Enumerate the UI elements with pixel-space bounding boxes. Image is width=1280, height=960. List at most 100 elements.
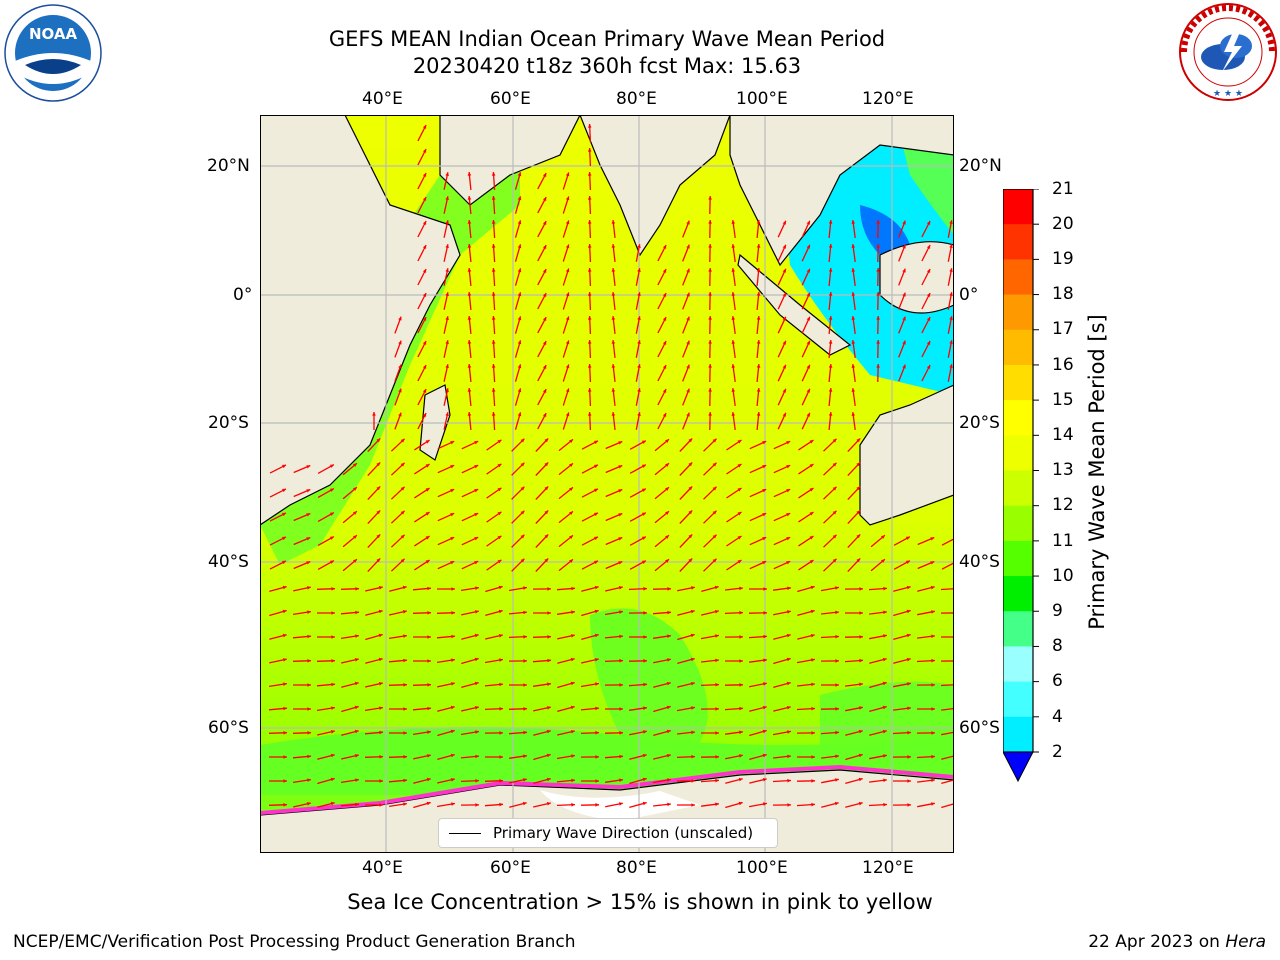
wave-arrow-head: [570, 705, 575, 710]
wave-arrow-head: [619, 802, 623, 806]
wave-arrow-head: [355, 610, 359, 615]
wave-arrow-head: [450, 441, 455, 445]
wave-arrow-head: [306, 586, 311, 590]
wave-arrow-head: [475, 586, 479, 590]
wave-arrow-head: [762, 561, 767, 565]
wave-arrow-head: [403, 683, 407, 687]
wave-arrow-head: [762, 513, 767, 517]
wave-arrow-head: [828, 316, 833, 320]
wave-arrow-head: [451, 658, 455, 662]
wave-arrow-head: [330, 753, 335, 758]
wave-arrow-head: [306, 537, 311, 541]
wave-arrow-head: [881, 559, 885, 563]
wave-arrow-head: [517, 412, 522, 417]
wave-arrow-head: [882, 705, 887, 710]
wave-arrow-head: [542, 221, 547, 226]
wave-arrow-head: [708, 268, 712, 272]
wave-arrow-head: [756, 316, 761, 320]
wave-arrow-head: [422, 269, 427, 273]
wave-arrow-head: [306, 465, 311, 469]
wave-arrow-head: [949, 220, 953, 224]
wave-arrow-head: [474, 489, 479, 493]
wave-arrow-head: [858, 753, 863, 758]
wave-arrow-head: [902, 292, 906, 297]
wave-arrow-head: [353, 535, 357, 539]
wave-arrow-head: [907, 755, 911, 759]
wave-arrow-head: [398, 364, 402, 369]
wave-arrow-head: [474, 610, 479, 614]
wave-arrow-head: [763, 587, 767, 591]
wave-arrow-head: [450, 537, 455, 541]
wave-arrow-head: [739, 683, 743, 687]
colorbar-tick-15: 15: [1052, 390, 1074, 410]
wave-arrow-head: [475, 779, 479, 783]
wave-arrow-head: [467, 172, 472, 176]
wave-arrow-head: [708, 292, 712, 296]
wave-arrow-head: [637, 268, 641, 272]
wave-arrow-head: [523, 659, 527, 663]
wave-arrow-head: [378, 633, 383, 638]
colorbar-extend-arrow: [1002, 751, 1034, 783]
wave-arrow-head: [426, 754, 431, 758]
wave-arrow-head: [569, 559, 573, 563]
wave-arrow-head: [283, 803, 287, 807]
wave-arrow-head: [475, 803, 479, 807]
wave-arrow-head: [881, 535, 885, 539]
wave-arrow-head: [715, 682, 719, 687]
footer-credit: NCEP/EMC/Verification Post Processing Pr…: [13, 932, 576, 952]
wave-arrow-head: [731, 268, 736, 272]
wave-arrow-head: [691, 730, 695, 735]
wave-arrow-head: [376, 510, 381, 515]
wave-arrow-head: [425, 560, 430, 564]
wave-arrow-head: [858, 729, 863, 734]
colorbar-segment: [1003, 224, 1033, 260]
map-title: GEFS MEAN Indian Ocean Primary Wave Mean…: [328, 27, 886, 51]
wave-arrow-head: [643, 635, 647, 639]
wave-arrow-head: [491, 364, 496, 368]
wave-arrow-head: [637, 412, 641, 416]
wave-arrow-head: [445, 292, 449, 297]
wave-arrow-head: [491, 388, 496, 392]
wave-arrow-head: [611, 388, 616, 392]
wave-arrow-head: [587, 292, 592, 296]
wave-arrow-head: [426, 801, 431, 806]
colorbar-segment: [1003, 646, 1033, 683]
wave-arrow-head: [828, 340, 833, 344]
wave-arrow-head: [499, 731, 503, 735]
wave-arrow-head: [595, 706, 599, 711]
lat-label-right-40s: 40°S: [959, 552, 1000, 572]
wave-arrow-head: [715, 707, 719, 711]
wave-arrow-head: [570, 730, 575, 734]
wave-arrow-head: [306, 561, 311, 565]
wave-arrow-head: [491, 220, 496, 224]
wave-arrow-head: [832, 462, 837, 467]
wave-arrow-head: [902, 268, 906, 273]
wave-arrow-head: [763, 634, 767, 639]
wave-arrow-head: [949, 316, 953, 320]
wave-arrow-head: [353, 559, 357, 563]
wave-arrow-head: [520, 462, 525, 467]
wave-arrow-shaft: [941, 755, 954, 760]
wave-arrow-head: [686, 340, 690, 345]
wave-arrow-head: [731, 316, 736, 320]
lat-label-left-20n: 20°N: [207, 156, 250, 176]
wave-arrow-head: [451, 587, 455, 591]
wave-arrow-head: [619, 707, 623, 711]
wave-arrow-head: [517, 340, 522, 345]
wave-arrow-head: [851, 364, 856, 368]
wave-arrow-head: [859, 658, 863, 663]
colorbar-tick-2: 2: [1052, 742, 1063, 762]
wave-arrow-head: [354, 658, 359, 662]
wave-arrow-head: [905, 560, 910, 564]
wave-arrow-head: [497, 511, 502, 516]
wave-arrow-head: [587, 412, 592, 416]
wave-arrow-head: [544, 462, 549, 467]
wave-arrow-head: [949, 292, 953, 296]
lon-label-bottom-120e: 120°E: [862, 858, 914, 878]
colorbar-segment: [1003, 329, 1033, 366]
colorbar-label: Primary Wave Mean Period [s]: [1085, 314, 1109, 630]
wave-arrow-head: [619, 778, 623, 782]
wave-arrow-head: [690, 609, 695, 614]
wave-arrow-head: [686, 268, 690, 273]
wave-arrow-head: [762, 778, 767, 782]
